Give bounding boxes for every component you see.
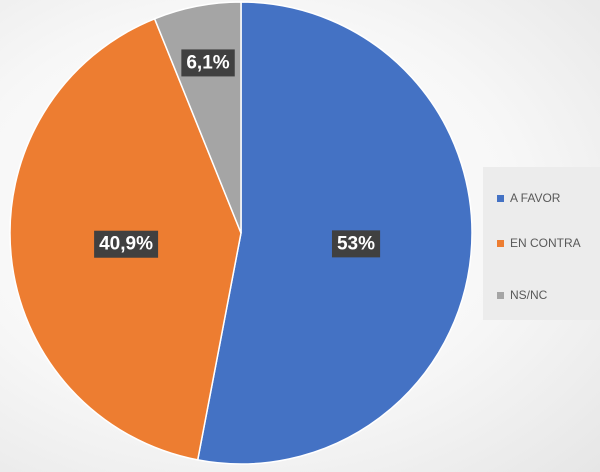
data-label-box-ns-nc (181, 49, 235, 77)
pie-slices (9, 1, 473, 465)
data-label-ns-nc: 6,1% (181, 49, 235, 77)
legend-item-a-favor: A FAVOR (497, 191, 560, 205)
data-label-box-a-favor (331, 230, 381, 258)
legend: A FAVOR EN CONTRA NS/NC (483, 167, 600, 320)
legend-item-ns-nc: NS/NC (497, 288, 547, 302)
legend-swatch-a-favor (497, 194, 504, 202)
data-label-text-ns-nc: 6,1% (186, 52, 229, 73)
legend-label-ns-nc: NS/NC (510, 288, 548, 302)
data-labels: 53% 40,9% 6,1% (94, 49, 381, 258)
legend-item-en-contra: EN CONTRA (497, 236, 581, 250)
data-label-text-a-favor: 53% (337, 233, 375, 254)
data-label-box-en-contra (94, 230, 159, 258)
legend-swatch-en-contra (497, 239, 504, 247)
legend-label-en-contra: EN CONTRA (510, 236, 581, 250)
data-label-text-en-contra: 40,9% (99, 234, 153, 255)
legend-label-a-favor: A FAVOR (510, 191, 561, 205)
data-label-a-favor: 53% (331, 230, 381, 258)
data-label-en-contra: 40,9% (94, 230, 159, 258)
legend-swatch-ns-nc (497, 291, 504, 299)
